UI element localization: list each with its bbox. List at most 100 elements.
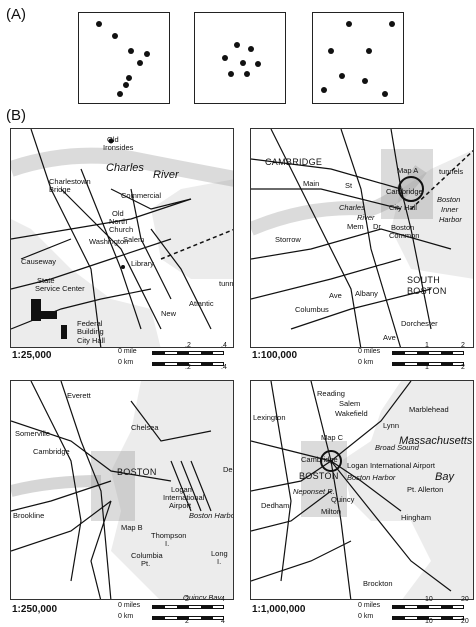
map-place-label: North <box>109 217 128 226</box>
map-place-label: Library <box>131 259 154 268</box>
map-place-label: New <box>161 309 177 318</box>
map-place-label: Lexington <box>253 413 286 422</box>
scale-bar-4: 0 miles 10 20 0 km 10 20 <box>358 596 470 625</box>
dot <box>128 47 135 54</box>
map-place-label: Cambridge <box>33 447 70 456</box>
scale-unit-label: 0 miles <box>118 602 141 609</box>
map-place-label: Everett <box>67 391 91 400</box>
map-place-label: tunnels <box>439 167 464 176</box>
scale-label-2: 1:100,000 <box>252 350 298 361</box>
map-place-label: Columbus <box>295 305 329 314</box>
scale-label-3: 1:250,000 <box>12 604 58 615</box>
scale-track <box>392 351 464 355</box>
dot <box>247 46 254 52</box>
scale-tick-label: 20 <box>461 596 469 603</box>
map-place-label: Quincy <box>331 495 355 504</box>
map-place-label: Ave <box>383 333 396 342</box>
map-place-label: Wakefield <box>335 409 368 418</box>
scale-tick-label: .2 <box>185 364 191 371</box>
map-place-label: BOSTON <box>117 467 157 477</box>
map-place-label: Ave <box>329 291 342 300</box>
map-place-label: International <box>163 493 205 502</box>
map-place-label: Dorchester <box>401 319 438 328</box>
map-place-label: Main <box>303 179 320 188</box>
map-place-label: BOSTON <box>299 471 339 481</box>
map-linework <box>251 129 473 347</box>
map-place-label: Causeway <box>21 257 57 266</box>
map-place-label: Church <box>109 225 134 234</box>
map-linework <box>11 129 233 347</box>
map-boston-250000: Everett Chelsea Somerville Cambridge BOSTON L… <box>10 380 234 600</box>
map-place-label: River <box>357 213 375 222</box>
map-place-label: Dr <box>373 222 381 231</box>
panel-a-label: (A) <box>6 6 26 23</box>
map-place-label: I. <box>165 539 170 548</box>
scale-tick-label: .4 <box>221 342 227 349</box>
map-place-label: Hingham <box>401 513 432 522</box>
map-place-label: Commercial <box>121 191 162 200</box>
map-place-label: tunnels <box>219 279 234 288</box>
map-place-label: Albany <box>355 289 378 298</box>
map-place-label: Chelsea <box>131 423 159 432</box>
scale-track <box>392 605 464 609</box>
scale-unit-label: 0 miles <box>358 348 381 355</box>
dot <box>116 91 123 97</box>
panel-b-label: (B) <box>6 107 26 124</box>
scale-track <box>152 351 224 355</box>
map-linework <box>251 381 452 599</box>
map-place-label: Thompson <box>151 531 187 540</box>
map-place-label: St <box>345 181 353 190</box>
map-place-label: Old <box>112 209 124 218</box>
map-place-label: City Hall <box>389 203 417 212</box>
dot-pattern-box-3 <box>312 12 404 104</box>
scale-bar-1: 0 mile .2 .4 0 km .2 .4 <box>118 342 230 371</box>
dot <box>346 20 352 27</box>
dot <box>112 32 118 39</box>
scale-tick-label: .2 <box>185 342 191 349</box>
map-place-label: Mem <box>347 222 364 231</box>
dot <box>228 71 234 78</box>
scale-label-1: 1:25,000 <box>12 350 52 361</box>
dot-pattern-box-1 <box>78 12 170 104</box>
scale-label-4: 1:1,000,000 <box>252 604 306 615</box>
map-place-label: Charlestown <box>49 177 91 186</box>
map-place-label: Brookline <box>13 511 45 520</box>
map-place-label: Map C <box>321 433 344 442</box>
map-place-label: Service Center <box>35 284 85 293</box>
dot <box>328 47 334 54</box>
map-place-label: Washington <box>89 237 129 246</box>
scale-tick-label: 4 <box>221 618 225 625</box>
scale-unit-label: 0 miles <box>358 602 381 609</box>
map-place-label: Lynn <box>383 421 399 430</box>
map-place-label: Boston <box>437 195 461 204</box>
dot <box>221 55 228 61</box>
scale-tick-label: 1 <box>425 364 429 371</box>
map-place-label: Cambridge <box>386 187 423 196</box>
scale-tick-label: .4 <box>221 364 227 371</box>
dot <box>239 59 246 66</box>
map-place-label: Milton <box>321 507 342 516</box>
scale-tick-label: 1 <box>425 342 429 349</box>
map-place-label: Logan International Airport <box>347 461 435 470</box>
map-place-label: SOUTH <box>407 275 440 285</box>
map-place-label: Salem <box>339 399 361 408</box>
map-place-label: Columbia <box>131 551 163 560</box>
dot-pattern-box-2 <box>194 12 286 104</box>
map-place-label: Cambridge <box>301 455 338 464</box>
scale-unit-label: 0 km <box>358 359 374 366</box>
map-place-label: Bridge <box>49 185 71 194</box>
map-place-label: River <box>153 169 179 181</box>
dot <box>125 74 132 81</box>
map-linework <box>11 381 212 599</box>
scale-tick-label: 4 <box>221 596 225 603</box>
map-place-label: Pt. Allerton <box>407 485 444 494</box>
map-place-label: Broad Sound <box>375 443 419 452</box>
map-place-label: Massachusetts <box>399 435 473 447</box>
map-place-label: Deer <box>223 465 233 474</box>
dot <box>234 41 241 48</box>
map-place-label: Marblehead <box>409 405 449 414</box>
map-place-label: Common <box>389 231 420 240</box>
dot <box>365 47 372 54</box>
map-place-label: Atlantic <box>189 299 214 308</box>
scale-unit-label: 0 km <box>118 359 134 366</box>
